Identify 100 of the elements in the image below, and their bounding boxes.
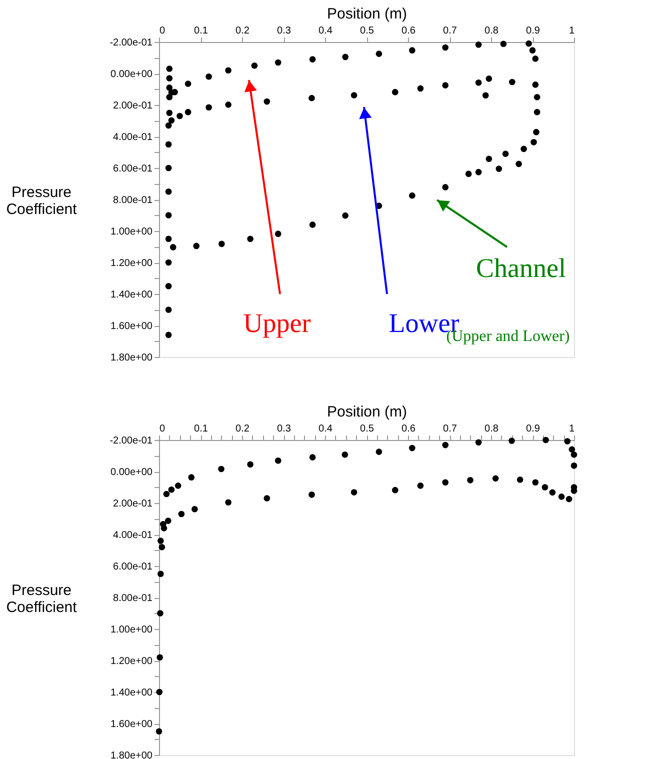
point (408, 444, 416, 452)
point (264, 495, 270, 502)
y-tick-label: 8.00e-01 (113, 593, 153, 604)
point (168, 117, 175, 124)
point (165, 141, 172, 148)
point (218, 240, 225, 248)
point (530, 139, 537, 146)
x-tick-label: 0.4 (318, 26, 333, 36)
point (168, 486, 175, 493)
point (176, 112, 183, 120)
point (178, 510, 185, 518)
point (516, 476, 524, 483)
point (158, 544, 166, 550)
point (188, 474, 195, 480)
point (350, 92, 358, 98)
point (165, 164, 172, 172)
x-tick-label: 0.1 (194, 26, 208, 36)
y-tick-label: 1.80e+00 (110, 352, 153, 364)
point (350, 489, 358, 496)
point (442, 82, 449, 88)
point (164, 518, 172, 524)
x-tick-label: 0.8 (484, 424, 499, 434)
point (492, 475, 499, 482)
point (566, 496, 572, 502)
x-tick-label: 0.9 (526, 26, 540, 36)
point (166, 75, 173, 82)
point (309, 454, 316, 460)
y-tick-label: 0.00e+00 (110, 69, 153, 80)
y-tick-label: 4.00e-01 (113, 530, 153, 541)
point (408, 47, 416, 54)
point (264, 98, 270, 105)
point (496, 166, 502, 172)
point (165, 212, 172, 218)
x-tick-label: 0.1 (194, 424, 208, 434)
point (166, 94, 173, 100)
point (309, 56, 316, 62)
point (342, 54, 348, 60)
point (558, 494, 565, 500)
point (442, 442, 449, 448)
y-tick-label: 2.00e-01 (113, 100, 153, 112)
point (542, 436, 549, 444)
point (156, 728, 162, 735)
point (542, 484, 548, 490)
point (532, 479, 539, 486)
point (376, 448, 382, 455)
x-tick-label: 0.8 (484, 26, 499, 36)
point (184, 108, 192, 116)
point (417, 85, 424, 92)
point (342, 212, 348, 219)
y-tick-label: 1.80e+00 (110, 750, 153, 759)
x-tick-label: 0.5 (360, 26, 374, 36)
y-tick-label: 8.00e-01 (113, 195, 153, 206)
point (486, 156, 492, 162)
point (533, 128, 540, 136)
x-tick-label: 1 (568, 26, 575, 36)
y-axis-title: Pressure Coefficient (6, 582, 78, 616)
y-tick-label: 1.60e+00 (110, 321, 153, 332)
point (564, 438, 571, 444)
x-tick-label: 0.2 (236, 26, 250, 36)
point (376, 50, 382, 57)
point (475, 439, 482, 446)
x-tick-label: 0.6 (402, 424, 416, 434)
point (526, 40, 532, 47)
point (534, 108, 540, 116)
point (192, 506, 198, 512)
point (475, 168, 482, 176)
point (465, 170, 472, 177)
y-tick-label: 1.40e+00 (110, 290, 153, 300)
point (442, 44, 449, 51)
point (225, 67, 232, 74)
point (225, 499, 232, 506)
point (158, 538, 164, 544)
y-tick-label: 1.20e+00 (110, 258, 153, 269)
x-tick-label: 0.7 (443, 424, 458, 434)
point (225, 102, 232, 108)
point (529, 47, 536, 54)
x-tick-label: 1 (568, 424, 575, 434)
x-tick-label: 0.4 (318, 424, 333, 434)
y-tick-label: -2.00e-01 (110, 436, 153, 446)
point (475, 42, 482, 48)
point (166, 110, 173, 116)
point (163, 490, 170, 498)
point (309, 222, 316, 228)
point (508, 438, 515, 444)
point (549, 489, 556, 496)
y-tick-label: 1.40e+00 (110, 688, 153, 698)
point (251, 62, 258, 69)
point (156, 688, 163, 696)
point (158, 570, 164, 578)
point (516, 160, 522, 168)
point (570, 451, 578, 458)
x-tick-label: 0 (160, 26, 166, 36)
point (534, 94, 540, 100)
point (342, 451, 348, 458)
point (475, 79, 482, 86)
point (274, 457, 282, 464)
point (156, 654, 163, 661)
x-axis-title: Position (m) (326, 6, 408, 22)
point (170, 244, 176, 250)
point (247, 461, 254, 468)
